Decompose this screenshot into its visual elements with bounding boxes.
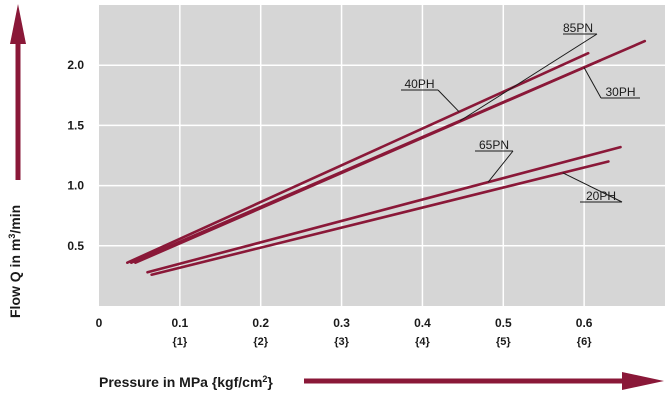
label-leader-line (487, 150, 514, 183)
x-tick-sublabel: {5} (496, 336, 511, 348)
x-tick-label: 0.5 (495, 316, 512, 330)
series-label-30ph: 30PH (605, 85, 635, 99)
series-line-20ph (150, 160, 610, 277)
y-axis-title-sup: 3 (7, 234, 17, 239)
label-leader-line (437, 89, 460, 113)
y-tick-label: 1.5 (67, 118, 84, 132)
x-tick-labels: 0 0.1 {1} 0.2 {2} 0.3 {3} 0.4 {4} 0.5 {5} 0.6 {6} (96, 316, 593, 348)
series-label-65pn: 65PN (479, 138, 509, 152)
x-tick-label: 0.4 (414, 316, 431, 330)
x-axis-title-sup: 2 (262, 374, 267, 384)
series-line-65pn (146, 145, 622, 274)
x-tick-label: 0.2 (252, 316, 269, 330)
grid-lines (99, 5, 665, 306)
x-tick-sublabel: {6} (577, 336, 592, 348)
y-axis-title: Flow Q in m3/min (7, 205, 23, 318)
y-tick-label: 0.5 (67, 239, 84, 253)
x-tick-sublabel: {1} (173, 336, 188, 348)
y-tick-label: 1.0 (67, 179, 84, 193)
x-tick-label: 0.3 (333, 316, 350, 330)
y-tick-label: 2.0 (67, 58, 84, 72)
x-axis-title-end: } (267, 374, 273, 390)
series-label-40ph: 40PH (404, 77, 434, 91)
x-tick-sublabel: {2} (253, 336, 268, 348)
y-axis-title-end: /min (7, 205, 23, 234)
y-axis-arrow-icon (10, 4, 26, 44)
x-tick-label: 0.1 (172, 316, 189, 330)
label-leader-line (583, 67, 602, 99)
label-leaders: 85PN 40PH 30PH 65PN 20PH (401, 21, 640, 203)
label-leader-line (562, 172, 623, 203)
x-axis-arrow-shaft (304, 378, 630, 384)
x-tick-label: 0 (96, 316, 103, 330)
y-axis-arrow-shaft (15, 42, 21, 180)
y-tick-labels: 0.5 1.0 1.5 2.0 (67, 58, 84, 253)
series-label-85pn: 85PN (563, 21, 593, 35)
x-tick-sublabel: {3} (334, 336, 349, 348)
x-tick-sublabel: {4} (415, 336, 430, 348)
label-leader-line (459, 33, 598, 122)
x-axis-title-main: Pressure in MPa {kgf/cm (99, 374, 262, 390)
y-axis-title-main: Flow Q in m (7, 239, 23, 318)
x-tick-label: 0.6 (576, 316, 593, 330)
x-axis-title: Pressure in MPa {kgf/cm2} (99, 374, 273, 390)
series-line-30ph (134, 59, 602, 265)
series-label-20ph: 20PH (586, 189, 616, 203)
x-axis-arrow-icon (622, 372, 664, 390)
